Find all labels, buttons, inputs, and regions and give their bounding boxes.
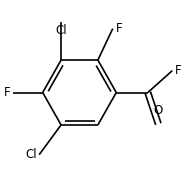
- Text: Cl: Cl: [55, 24, 67, 37]
- Text: F: F: [4, 86, 10, 99]
- Text: F: F: [175, 64, 182, 77]
- Text: Cl: Cl: [26, 148, 37, 161]
- Text: F: F: [115, 22, 122, 35]
- Text: O: O: [154, 104, 163, 117]
